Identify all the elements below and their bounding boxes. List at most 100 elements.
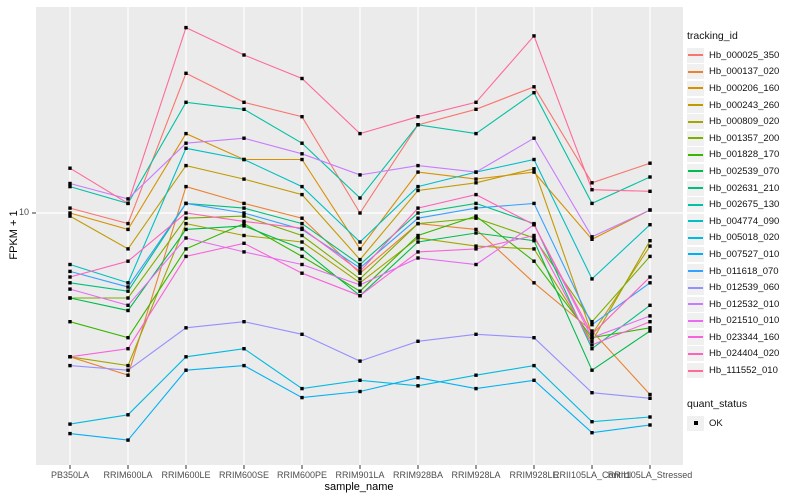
legend-item-Hb_000243_260: Hb_000243_260: [687, 97, 779, 114]
data-point-marker: [474, 170, 478, 174]
data-point-marker: [532, 167, 536, 171]
legend-item-label: Hb_024404_020: [709, 348, 780, 360]
data-point-marker: [126, 303, 130, 307]
data-point-marker: [532, 363, 536, 368]
data-point-marker: [590, 336, 594, 340]
data-point-marker: [184, 227, 188, 232]
data-point-marker: [242, 224, 246, 228]
legend-item-label: Hb_005018_020: [709, 232, 780, 244]
data-point-marker: [648, 223, 652, 227]
data-point-marker: [648, 175, 652, 179]
data-point-marker: [68, 269, 72, 274]
legend-item-Hb_024404_020: Hb_024404_020: [687, 346, 779, 363]
legend-key-swatch: [687, 280, 704, 296]
data-point-marker: [358, 389, 362, 394]
legend-key-swatch: [687, 246, 704, 262]
legend-item-Hb_012532_010: Hb_012532_010: [687, 296, 779, 313]
data-point-marker: [184, 326, 188, 330]
data-point-marker: [242, 100, 246, 104]
data-point-marker: [126, 347, 130, 351]
data-point-marker: [300, 240, 304, 244]
data-point-marker: [590, 181, 594, 185]
data-point-marker: [532, 236, 536, 240]
legend-item-Hb_002675_130: Hb_002675_130: [687, 196, 779, 213]
data-point-marker: [126, 413, 130, 417]
x-tick-label: PB350LA: [50, 470, 90, 480]
data-point-marker: [242, 219, 246, 224]
legend-line-icon: [688, 253, 703, 256]
data-point-marker: [532, 201, 536, 206]
data-point-marker: [242, 177, 246, 181]
data-point-marker: [242, 206, 246, 210]
legend-item-Hb_023344_160: Hb_023344_160: [687, 329, 779, 346]
data-point-marker: [358, 211, 362, 215]
legend-key-swatch: [687, 263, 704, 279]
data-point-marker: [242, 136, 246, 140]
data-point-marker: [416, 256, 420, 260]
data-point-marker: [474, 262, 478, 267]
legend-line-icon: [688, 270, 703, 273]
data-point-marker: [242, 221, 246, 226]
data-point-marker: [416, 115, 420, 119]
data-point-marker: [532, 259, 536, 263]
legend-item-Hb_005018_020: Hb_005018_020: [687, 230, 779, 247]
data-point-marker: [300, 254, 304, 259]
data-point-marker: [68, 181, 72, 186]
data-point-marker: [474, 214, 478, 218]
data-point-marker: [126, 259, 130, 263]
data-point-marker: [648, 415, 652, 419]
data-point-marker: [358, 173, 362, 177]
legend-key-swatch: [687, 415, 704, 431]
data-point-marker: [300, 115, 304, 119]
data-point-marker: [184, 211, 188, 215]
legend-key-swatch: [687, 230, 704, 246]
legend-key-swatch: [687, 363, 704, 379]
data-point-marker: [416, 216, 420, 220]
data-point-marker: [590, 339, 594, 343]
legend-key-swatch: [687, 114, 704, 130]
data-point-marker: [416, 221, 420, 226]
data-point-marker: [300, 395, 304, 400]
data-point-marker: [648, 314, 652, 318]
tracking-legend-title: tracking_id: [687, 30, 738, 42]
legend-key-swatch: [687, 197, 704, 213]
legend-item-label: Hb_012539_060: [709, 282, 780, 294]
legend-item-Hb_021510_010: Hb_021510_010: [687, 313, 779, 330]
data-point-marker: [532, 247, 536, 251]
data-point-marker: [68, 214, 72, 218]
data-point-marker: [648, 208, 652, 212]
data-point-marker: [300, 192, 304, 197]
legend-item-label: Hb_000137_020: [709, 66, 780, 78]
data-point-marker: [416, 384, 420, 388]
data-point-marker: [648, 275, 652, 279]
data-point-marker: [648, 396, 652, 400]
data-point-marker: [474, 386, 478, 391]
legend-item-label: Hb_001357_200: [709, 132, 780, 144]
legend-item-Hb_004774_090: Hb_004774_090: [687, 213, 779, 230]
data-point-marker: [242, 211, 246, 215]
tracking-legend-items: Hb_000025_350 Hb_000137_020 Hb_000206_160 H…: [687, 47, 779, 379]
quant-legend-title: quant_status: [687, 398, 748, 410]
data-point-marker: [532, 281, 536, 285]
legend-line-icon: [688, 187, 703, 190]
data-point-marker: [242, 347, 246, 351]
legend-line-icon: [688, 203, 703, 206]
data-point-marker: [126, 281, 130, 285]
legend-item-Hb_001828_170: Hb_001828_170: [687, 147, 779, 164]
data-point-marker: [416, 240, 420, 244]
data-point-marker: [648, 329, 652, 333]
data-point-marker: [242, 250, 246, 254]
x-axis-title: sample_name: [324, 481, 394, 493]
data-point-marker: [358, 294, 362, 298]
data-point-marker: [68, 320, 72, 324]
data-point-marker: [126, 221, 130, 226]
data-point-marker: [300, 76, 304, 81]
y-axis-title: FPKM + 1: [8, 210, 20, 260]
data-point-marker: [416, 211, 420, 215]
data-point-marker: [474, 192, 478, 197]
legend-item-label: Hb_007527_010: [709, 248, 780, 260]
data-point-marker: [242, 201, 246, 206]
data-point-marker: [590, 420, 594, 424]
data-point-marker: [416, 184, 420, 189]
data-point-marker: [68, 184, 72, 189]
